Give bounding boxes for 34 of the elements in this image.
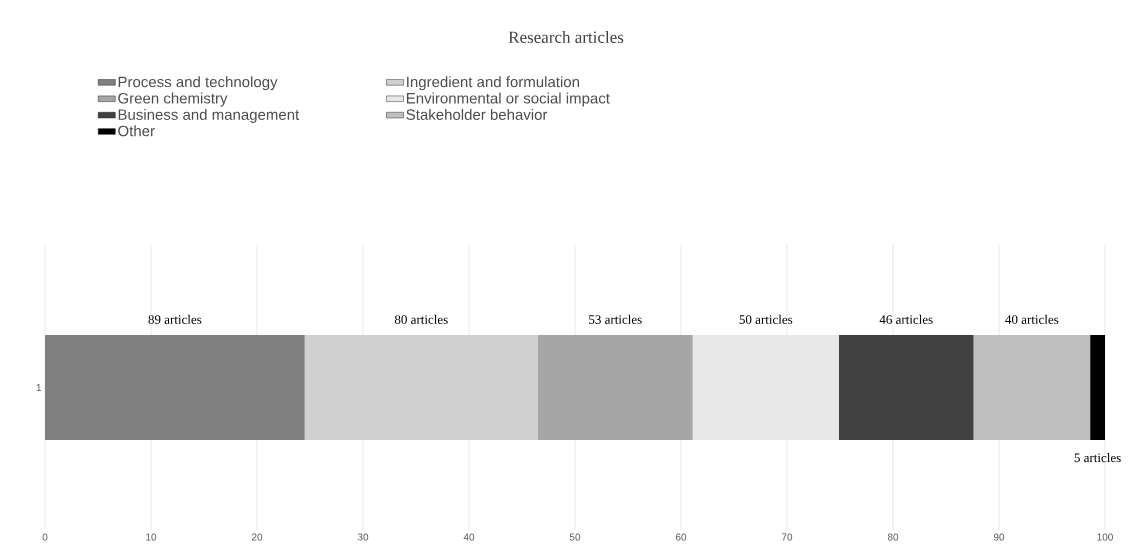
x-tick-label: 40 (463, 533, 475, 541)
y-tick-label: 1 (36, 384, 41, 391)
bar (692, 334, 839, 440)
legend-label: Green chemistry (118, 92, 228, 107)
x-tick-label: 0 (42, 533, 48, 541)
legend-label: Process and technology (118, 76, 278, 91)
x-tick-label: 70 (781, 533, 793, 541)
bar (304, 334, 538, 440)
x-tick-label: 10 (146, 533, 157, 541)
x-tick-label: 60 (675, 533, 687, 541)
annotation: 40 articles (1005, 314, 1059, 324)
annotation: 46 articles (879, 314, 933, 324)
bar (45, 334, 305, 440)
x-tick-label: 100 (1097, 533, 1113, 541)
annotation: 80 articles (394, 314, 448, 324)
annotation: 5 articles (1074, 453, 1121, 463)
legend-label: Environmental or social impact (406, 92, 610, 107)
legend-label: Ingredient and formulation (407, 76, 580, 91)
x-tick-label: 30 (357, 533, 369, 541)
x-tick-label: 80 (887, 533, 899, 541)
annotation: 89 articles (148, 314, 202, 324)
bar (537, 334, 693, 440)
x-tick-label: 90 (993, 533, 1005, 541)
bar (1090, 334, 1105, 440)
x-tick-label: 50 (569, 533, 581, 541)
bar (973, 334, 1091, 440)
legend-label: Business and management (118, 108, 300, 123)
legend-label: Other (118, 125, 155, 137)
x-tick-label: 20 (251, 533, 263, 541)
annotation: 50 articles (739, 314, 793, 324)
legend-label: Stakeholder behavior (406, 108, 548, 120)
annotation: 53 articles (589, 314, 642, 324)
bar (838, 334, 974, 440)
chart-title: Research articles (508, 31, 624, 43)
